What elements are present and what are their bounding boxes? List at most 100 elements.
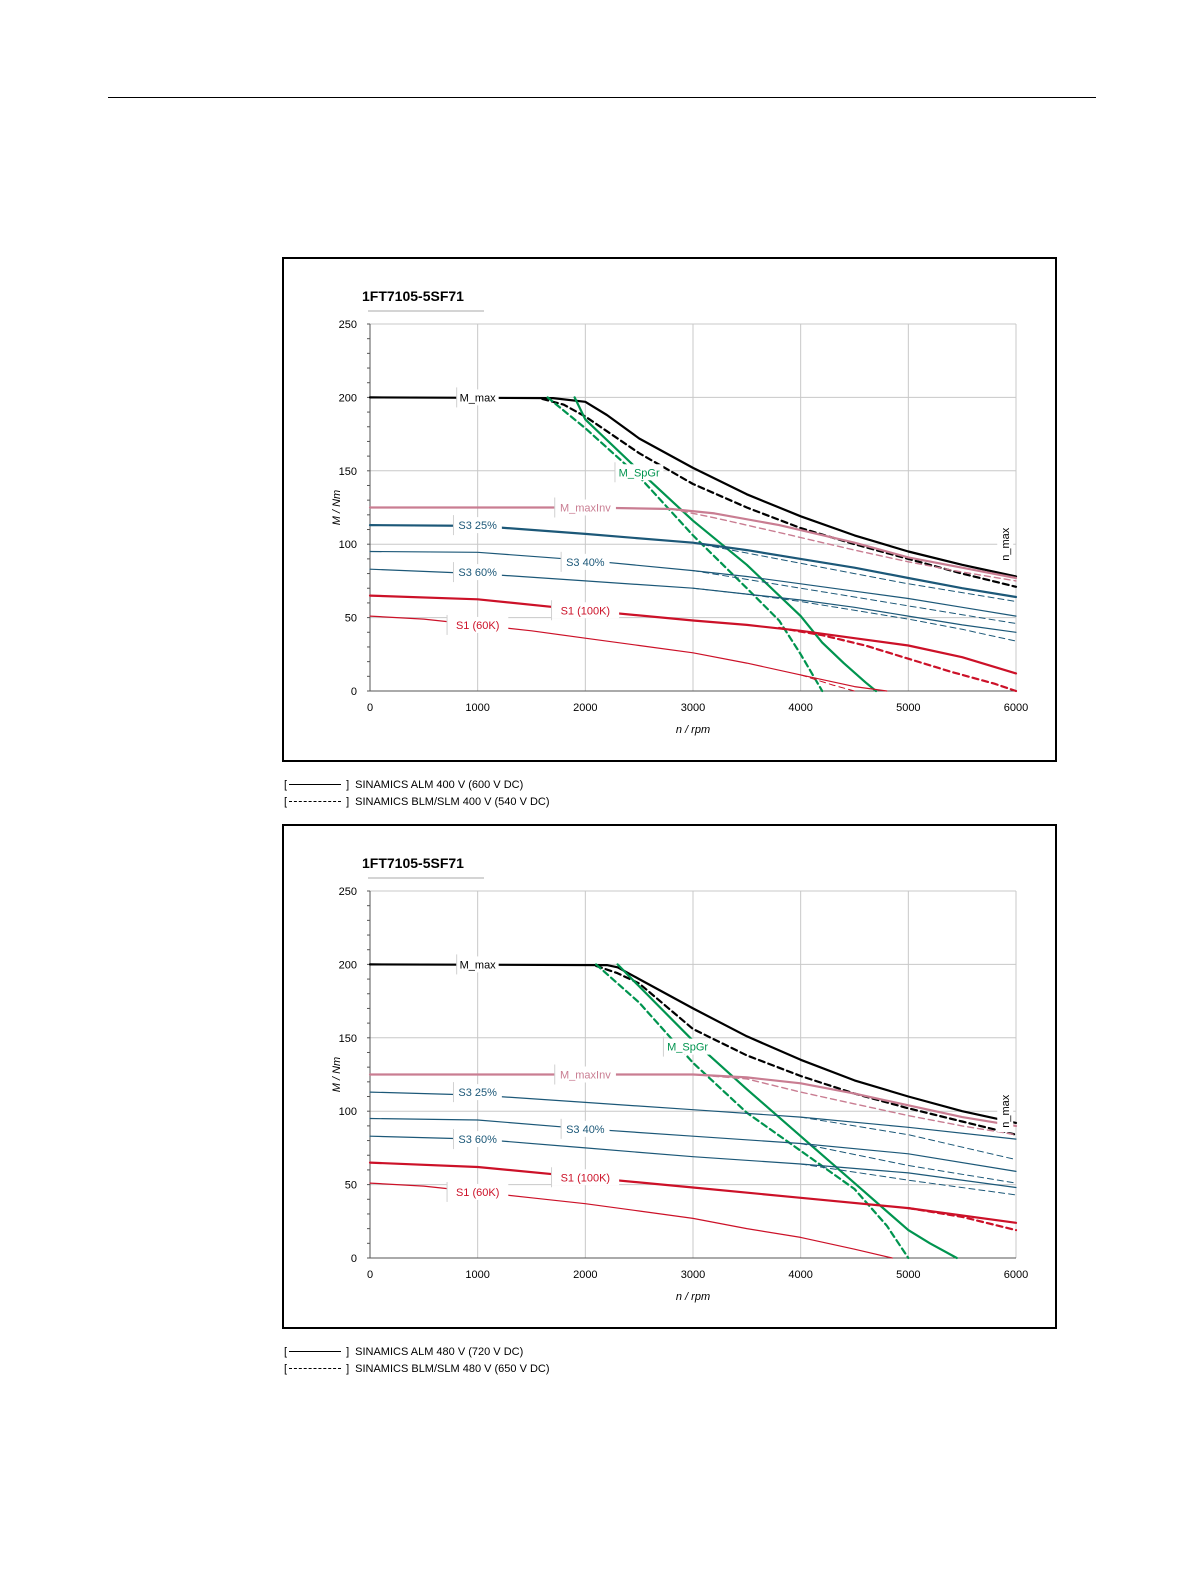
curve-label-bg bbox=[453, 1131, 502, 1148]
curve-label-text: S1 (60K) bbox=[456, 1187, 499, 1199]
y-tick-label: 100 bbox=[339, 539, 357, 551]
header-rule bbox=[108, 97, 1096, 98]
series-group bbox=[368, 963, 1018, 1260]
legend-bracket-close: ] bbox=[346, 1345, 350, 1358]
dashed-line-sample bbox=[289, 1368, 342, 1369]
series-line-2 bbox=[616, 963, 958, 1260]
y-tick-label: 150 bbox=[339, 1033, 357, 1045]
curve-label-bg bbox=[614, 464, 664, 481]
curve-label-text: M_maxInv bbox=[560, 503, 611, 515]
curve-label-text: S1 (100K) bbox=[561, 1172, 611, 1184]
curve-label: M_SpGr bbox=[662, 1036, 712, 1057]
x-tick-label: 3000 bbox=[681, 702, 705, 714]
series-line-4 bbox=[368, 1073, 1018, 1127]
chart-title: 1FT7105-5SF71 bbox=[362, 288, 464, 304]
series-line-1 bbox=[595, 964, 1018, 1136]
curve-label-bg bbox=[663, 1038, 712, 1055]
legend-bracket-open: [ bbox=[284, 778, 288, 791]
y-tick-label: 250 bbox=[339, 319, 357, 331]
legend-row-solid: [] SINAMICS ALM 480 V (720 V DC) bbox=[284, 1343, 550, 1360]
y-tick-label: 100 bbox=[339, 1106, 357, 1118]
curve-label-bg bbox=[551, 602, 620, 619]
y-tick-label: 50 bbox=[345, 1180, 357, 1192]
x-tick-label: 0 bbox=[367, 702, 373, 714]
series-line-13 bbox=[778, 626, 1018, 693]
chart-title: 1FT7105-5SF71 bbox=[362, 855, 464, 871]
curve-label-bg bbox=[997, 1090, 1014, 1133]
series-line-3 bbox=[546, 396, 824, 693]
chart-2-legend: [] SINAMICS ALM 480 V (720 V DC) [] SINAMI… bbox=[284, 1343, 550, 1377]
series-line-8 bbox=[369, 550, 1017, 617]
series-line-12 bbox=[368, 594, 1018, 675]
curve-label-text: S1 (60K) bbox=[456, 620, 499, 632]
curve-label-text: M_SpGr bbox=[619, 467, 660, 479]
curve-label-bg bbox=[554, 1066, 616, 1083]
y-axis-label: M / Nm bbox=[331, 490, 343, 525]
y-tick-label: 250 bbox=[339, 886, 357, 898]
series-line-7 bbox=[369, 1117, 1017, 1172]
curve-label-text: S3 40% bbox=[566, 1124, 605, 1136]
series-line-13 bbox=[907, 1207, 1018, 1232]
curve-label: n_max bbox=[997, 1090, 1014, 1133]
curve-label-text: M_max bbox=[460, 392, 497, 404]
curve-label-bg bbox=[456, 389, 499, 406]
solid-line-sample bbox=[289, 1351, 342, 1352]
x-tick-label: 2000 bbox=[573, 1269, 597, 1281]
legend-bracket-open: [ bbox=[284, 1362, 288, 1375]
curve-label-text: S3 60% bbox=[458, 1134, 497, 1146]
y-axis-label: M / Nm bbox=[331, 1057, 343, 1092]
curve-label-bg bbox=[456, 956, 499, 973]
x-tick-label: 1000 bbox=[465, 1269, 489, 1281]
x-tick-label: 5000 bbox=[896, 1269, 920, 1281]
series-line-2 bbox=[573, 396, 878, 693]
dashed-line-sample bbox=[289, 801, 342, 802]
series-line-10 bbox=[369, 568, 1017, 633]
series-line-10 bbox=[800, 1143, 1017, 1184]
curve-label: M_maxInv bbox=[554, 497, 616, 518]
curve-label-bg bbox=[447, 1183, 509, 1200]
chart-1-legend: [] SINAMICS ALM 400 V (600 V DC) [] SINAMI… bbox=[284, 776, 550, 810]
series-line-11 bbox=[692, 587, 1017, 642]
curve-label-bg bbox=[453, 517, 502, 534]
curve-label-bg bbox=[551, 1169, 620, 1186]
y-tick-label: 0 bbox=[351, 1253, 357, 1265]
legend-bracket-open: [ bbox=[284, 1345, 288, 1358]
solid-line-sample bbox=[289, 784, 342, 785]
x-tick-label: 5000 bbox=[896, 702, 920, 714]
curve-label: S1 (100K) bbox=[551, 1167, 620, 1188]
curve-label: S1 (60K) bbox=[446, 614, 509, 635]
legend-row-dashed: [] SINAMICS BLM/SLM 480 V (650 V DC) bbox=[284, 1360, 550, 1377]
series-line-5 bbox=[692, 1073, 1017, 1136]
curve-label-text: M_maxInv bbox=[560, 1070, 611, 1082]
curve-label: S1 (100K) bbox=[551, 600, 620, 621]
curve-label: S3 25% bbox=[452, 515, 502, 536]
legend-row-solid: [] SINAMICS ALM 400 V (600 V DC) bbox=[284, 776, 550, 793]
legend-bracket-close: ] bbox=[346, 1362, 350, 1375]
curve-label: S3 40% bbox=[560, 1118, 610, 1139]
y-tick-label: 50 bbox=[345, 613, 357, 625]
curve-label: S3 40% bbox=[560, 551, 610, 572]
curve-label-text: n_max bbox=[1000, 527, 1012, 561]
curve-label: M_maxInv bbox=[554, 1064, 616, 1085]
curve-label-bg bbox=[453, 1084, 502, 1101]
legend-bracket-close: ] bbox=[346, 778, 350, 791]
x-tick-label: 0 bbox=[367, 1269, 373, 1281]
x-tick-label: 4000 bbox=[788, 702, 812, 714]
curve-label: M_max bbox=[456, 387, 499, 408]
y-tick-label: 200 bbox=[339, 392, 357, 404]
legend-label: SINAMICS BLM/SLM 480 V (650 V DC) bbox=[355, 1362, 550, 1375]
series-line-8 bbox=[800, 1116, 1017, 1161]
y-tick-label: 0 bbox=[351, 686, 357, 698]
series-line-15 bbox=[800, 674, 855, 692]
torque-speed-chart-1: 0 1000 2000 3000 4000 5000 6000 0 50 100 150 200 250… bbox=[282, 257, 1057, 762]
curve-label: M_max bbox=[456, 954, 499, 975]
torque-speed-chart-2: 0 1000 2000 3000 4000 5000 6000 0 50 100 150 200 250… bbox=[282, 824, 1057, 1329]
series-line-0 bbox=[368, 396, 1018, 578]
x-axis-label: n / rpm bbox=[676, 1291, 710, 1303]
y-tick-label: 150 bbox=[339, 466, 357, 478]
series-line-7 bbox=[692, 542, 1017, 602]
series-line-11 bbox=[800, 1163, 1017, 1196]
x-tick-label: 1000 bbox=[465, 702, 489, 714]
legend-bracket-open: [ bbox=[284, 795, 288, 808]
curve-label-bg bbox=[554, 499, 616, 516]
